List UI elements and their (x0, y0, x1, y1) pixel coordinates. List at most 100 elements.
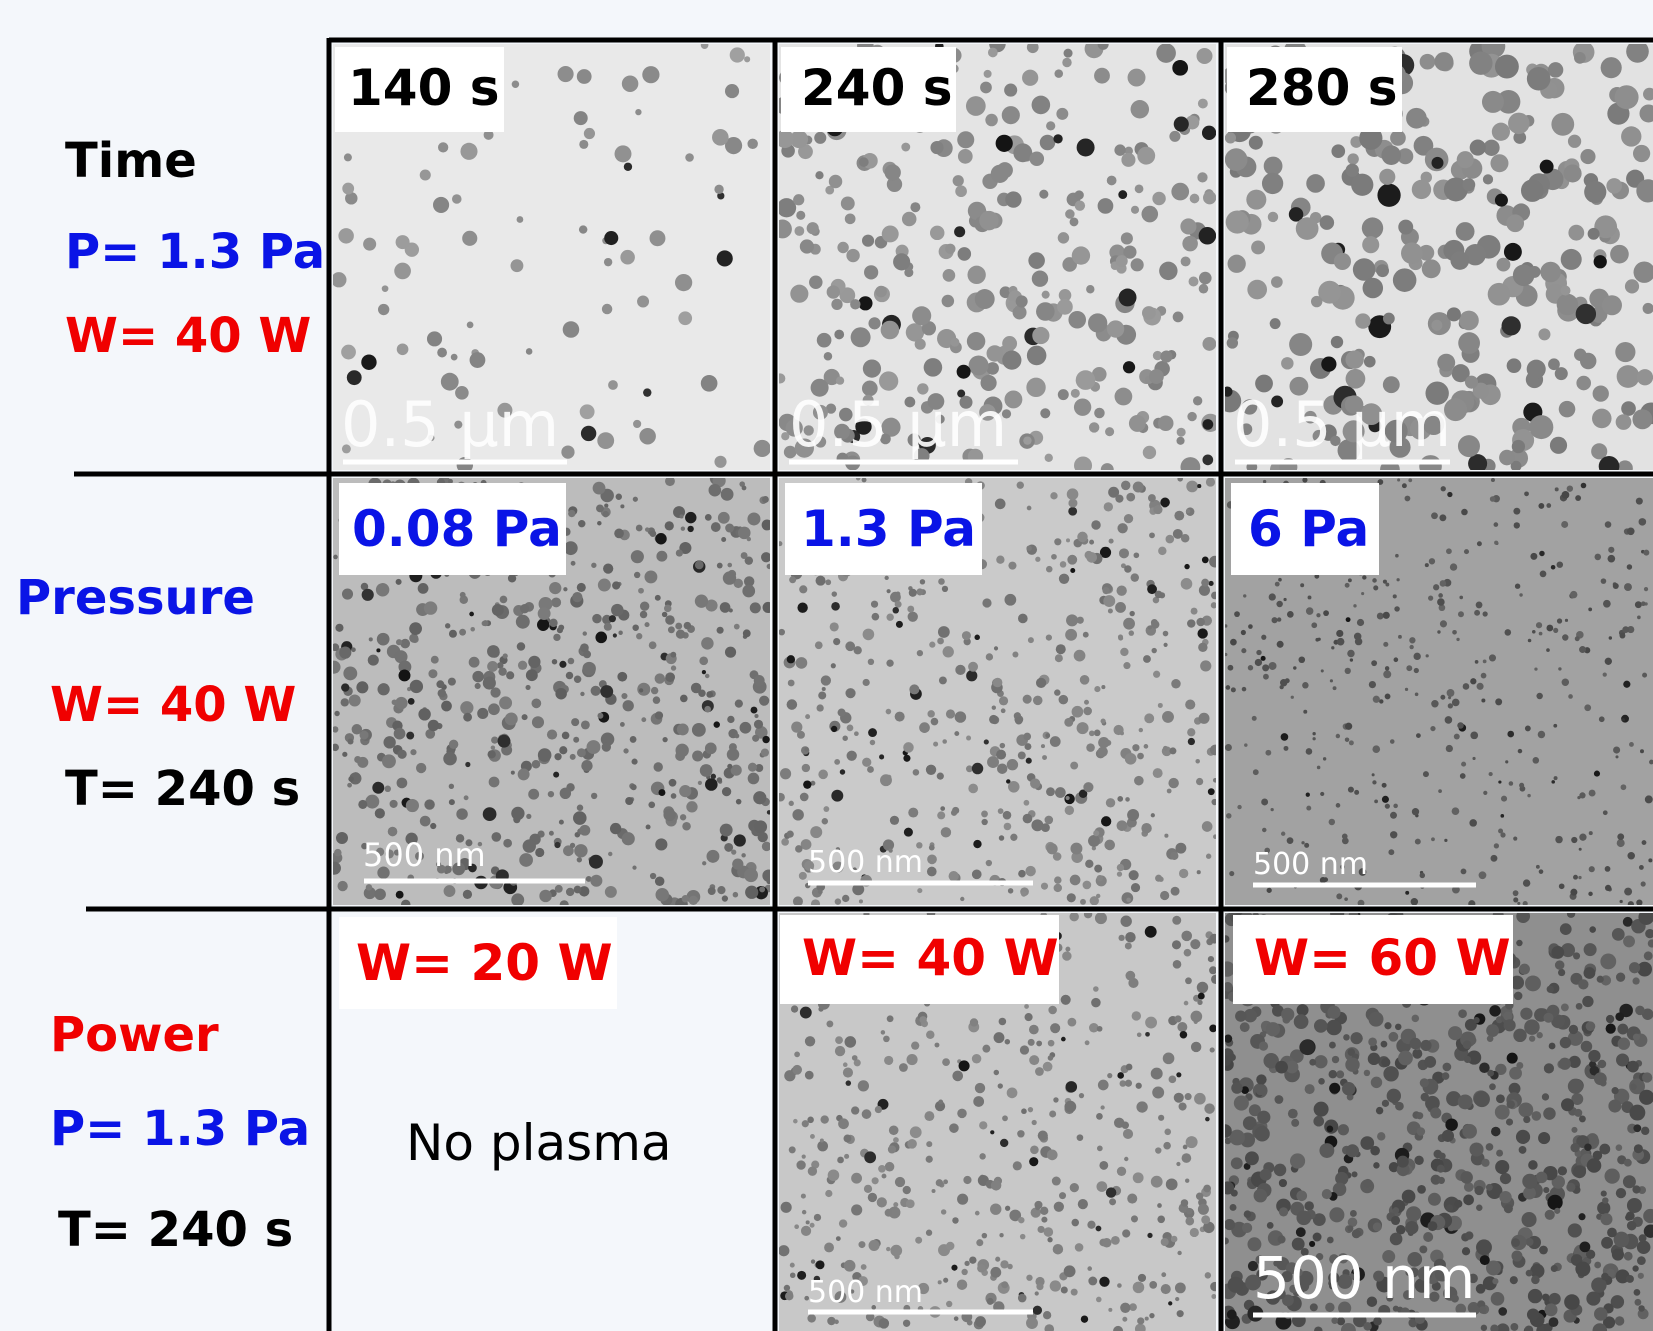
particle (520, 604, 529, 613)
particle (1181, 256, 1191, 266)
particle (574, 886, 582, 894)
particle (832, 591, 837, 596)
particle (1641, 601, 1646, 606)
particle (1491, 1292, 1505, 1306)
particle (1074, 190, 1083, 199)
particle (885, 1162, 895, 1172)
particle (1345, 583, 1350, 588)
particle (879, 754, 884, 759)
particle (1059, 695, 1069, 705)
particle (685, 153, 694, 162)
particle (1355, 313, 1370, 328)
particle (826, 1020, 833, 1027)
particle (645, 527, 649, 531)
particle (1121, 481, 1130, 490)
row-condition: T= 240 s (58, 1202, 293, 1258)
particle (1161, 1272, 1166, 1277)
particle (1483, 660, 1487, 664)
particle (1268, 212, 1278, 222)
particle (990, 1130, 994, 1134)
particle (1461, 762, 1466, 767)
particle (1053, 134, 1062, 143)
particle (794, 1052, 800, 1058)
particle (1483, 174, 1493, 184)
particle (1543, 1187, 1549, 1193)
particle (1500, 1173, 1511, 1184)
particle (1062, 951, 1071, 960)
particle (1260, 1169, 1272, 1181)
particle (650, 873, 656, 879)
particle (1075, 1243, 1084, 1252)
particle (1470, 678, 1476, 684)
particle (581, 426, 596, 441)
particle (624, 163, 632, 171)
particle (1151, 620, 1159, 628)
particle (1592, 409, 1612, 429)
particle (1641, 1127, 1649, 1135)
particle (804, 747, 808, 751)
particle (936, 1179, 943, 1186)
particle (1635, 601, 1642, 608)
particle (1210, 1047, 1215, 1052)
particle (1576, 304, 1596, 324)
particle (1629, 962, 1640, 973)
particle (998, 808, 1004, 814)
particle (621, 693, 627, 699)
particle (1267, 1222, 1274, 1229)
particle (1005, 1206, 1010, 1211)
particle (1617, 833, 1624, 840)
particle (410, 680, 423, 693)
row-condition: W= 40 W (65, 308, 311, 364)
particle (1097, 875, 1103, 881)
particle (1345, 350, 1363, 368)
particle (1513, 890, 1519, 896)
particle (1265, 750, 1271, 756)
particle (1574, 52, 1586, 64)
particle (858, 1241, 865, 1248)
particle (1164, 1129, 1171, 1136)
particle (554, 753, 561, 760)
particle (1321, 357, 1336, 372)
particle (1491, 478, 1495, 482)
particle (1331, 1317, 1338, 1324)
particle (1579, 834, 1586, 841)
particle (655, 711, 663, 719)
particle (904, 268, 913, 277)
particle (973, 840, 981, 848)
particle (1452, 630, 1457, 635)
particle (1159, 262, 1177, 280)
particle (1263, 480, 1266, 483)
particle (609, 615, 616, 622)
particle (604, 258, 612, 266)
particle (1262, 828, 1266, 832)
particle (1497, 258, 1511, 272)
particle (1557, 561, 1563, 567)
particle (1633, 1124, 1641, 1132)
particle (1363, 1179, 1372, 1188)
particle (1613, 746, 1620, 753)
particle (1431, 320, 1442, 331)
particle (577, 805, 583, 811)
particle (1151, 1176, 1163, 1188)
particle (1452, 807, 1460, 815)
particle (1540, 160, 1554, 174)
particle (1184, 949, 1192, 957)
particle (1568, 1079, 1583, 1094)
particle (1461, 868, 1467, 874)
particle (1263, 674, 1269, 680)
particle (817, 333, 832, 348)
particle (1176, 1162, 1180, 1166)
particle (1173, 312, 1184, 323)
particle (907, 606, 914, 613)
particle (483, 676, 496, 689)
particle (1640, 749, 1644, 753)
particle (508, 574, 516, 582)
particle (431, 656, 439, 664)
particle (1411, 898, 1418, 905)
particle (797, 1271, 806, 1280)
particle (845, 641, 855, 651)
particle (1408, 478, 1412, 482)
particle (1169, 747, 1176, 754)
particle (732, 859, 743, 870)
particle (650, 530, 657, 537)
